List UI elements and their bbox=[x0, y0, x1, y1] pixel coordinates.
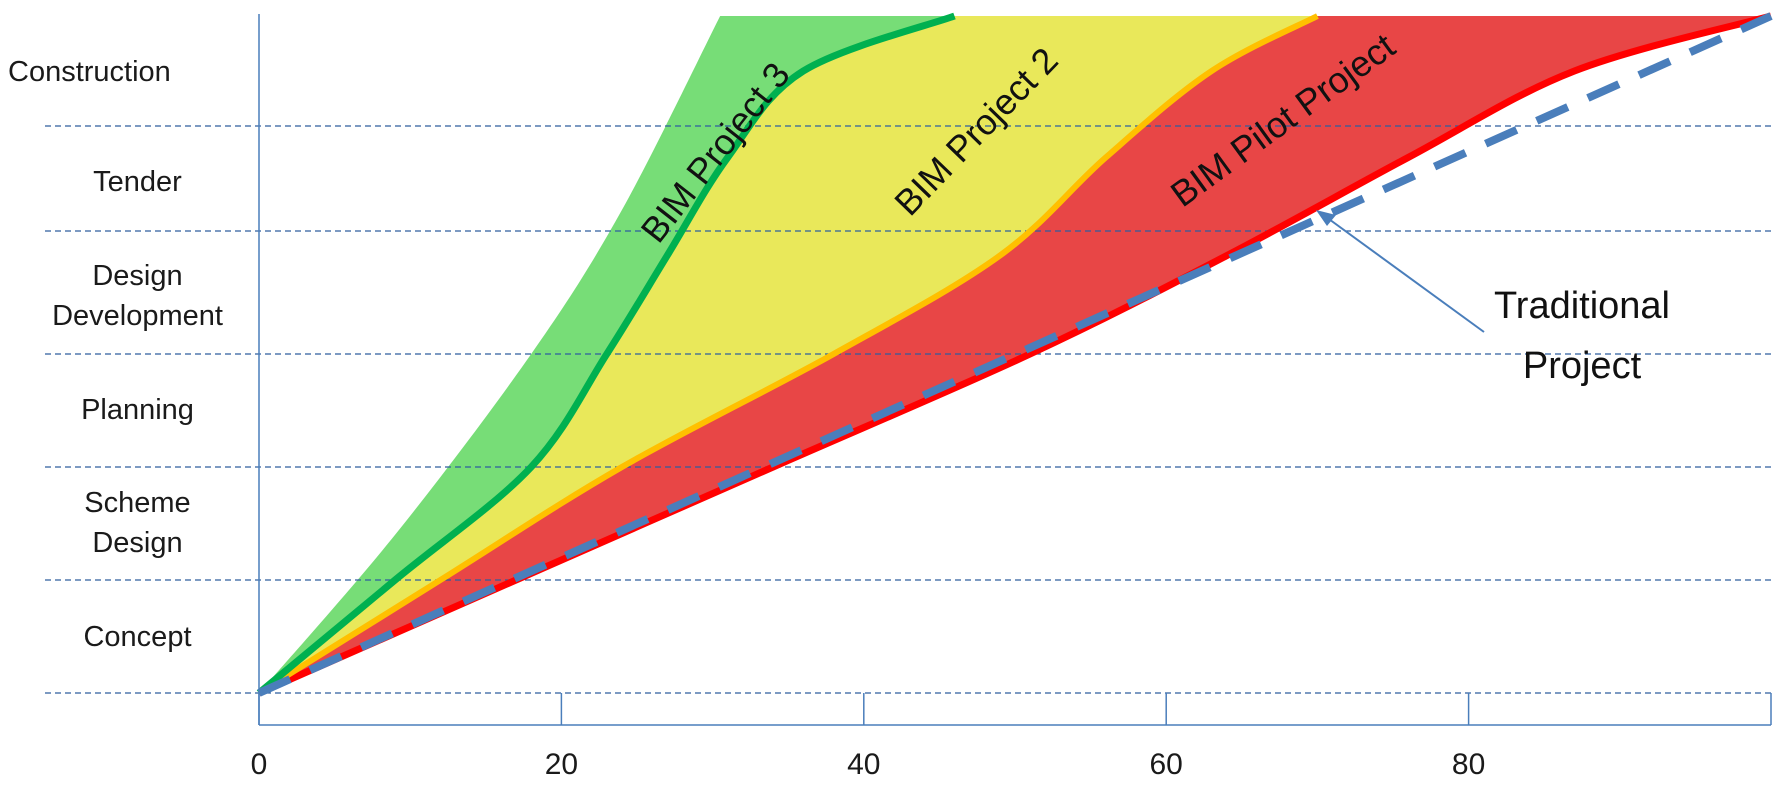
stage-label-line: Scheme bbox=[84, 487, 191, 519]
stage-label-line: Design bbox=[92, 260, 183, 292]
stage-label: Design Development bbox=[0, 256, 275, 336]
stage-label-line: Tender bbox=[93, 166, 182, 198]
band-bim-project-3 bbox=[259, 16, 955, 693]
x-axis-ticks: 0 20 40 60 80 bbox=[251, 693, 1772, 781]
series-lines bbox=[256, 12, 1773, 697]
stage-label: Planning bbox=[0, 390, 275, 430]
x-tick-label: 80 bbox=[1452, 748, 1485, 781]
axes bbox=[258, 14, 1771, 726]
stage-label: Scheme Design bbox=[0, 483, 275, 563]
stage-label: Tender bbox=[0, 162, 275, 202]
x-tick-label: 40 bbox=[847, 748, 880, 781]
stage-gridlines bbox=[45, 125, 1771, 694]
traditional-label-line: Project bbox=[1523, 345, 1642, 387]
stage-label: Concept bbox=[0, 617, 275, 657]
traditional-label-line: Traditional bbox=[1494, 285, 1670, 327]
line-bim-project-3 bbox=[256, 12, 956, 696]
x-tick-label: 60 bbox=[1150, 748, 1183, 781]
stage-label-line: Design bbox=[92, 527, 183, 559]
stage-label-line: Planning bbox=[81, 394, 194, 426]
stage-label-line: Development bbox=[52, 300, 223, 332]
x-tick-label: 20 bbox=[545, 748, 578, 781]
stage-label-line: Construction bbox=[8, 56, 171, 88]
x-tick-label: 0 bbox=[251, 748, 268, 781]
annotation-arrow-line bbox=[1321, 213, 1485, 333]
line-bim-project-2 bbox=[257, 13, 1319, 696]
traditional-annotation: Traditional Project bbox=[1316, 210, 1670, 387]
stage-label: Construction bbox=[8, 52, 208, 92]
annotation-arrowhead bbox=[1316, 210, 1336, 226]
stage-label-line: Concept bbox=[83, 621, 192, 653]
